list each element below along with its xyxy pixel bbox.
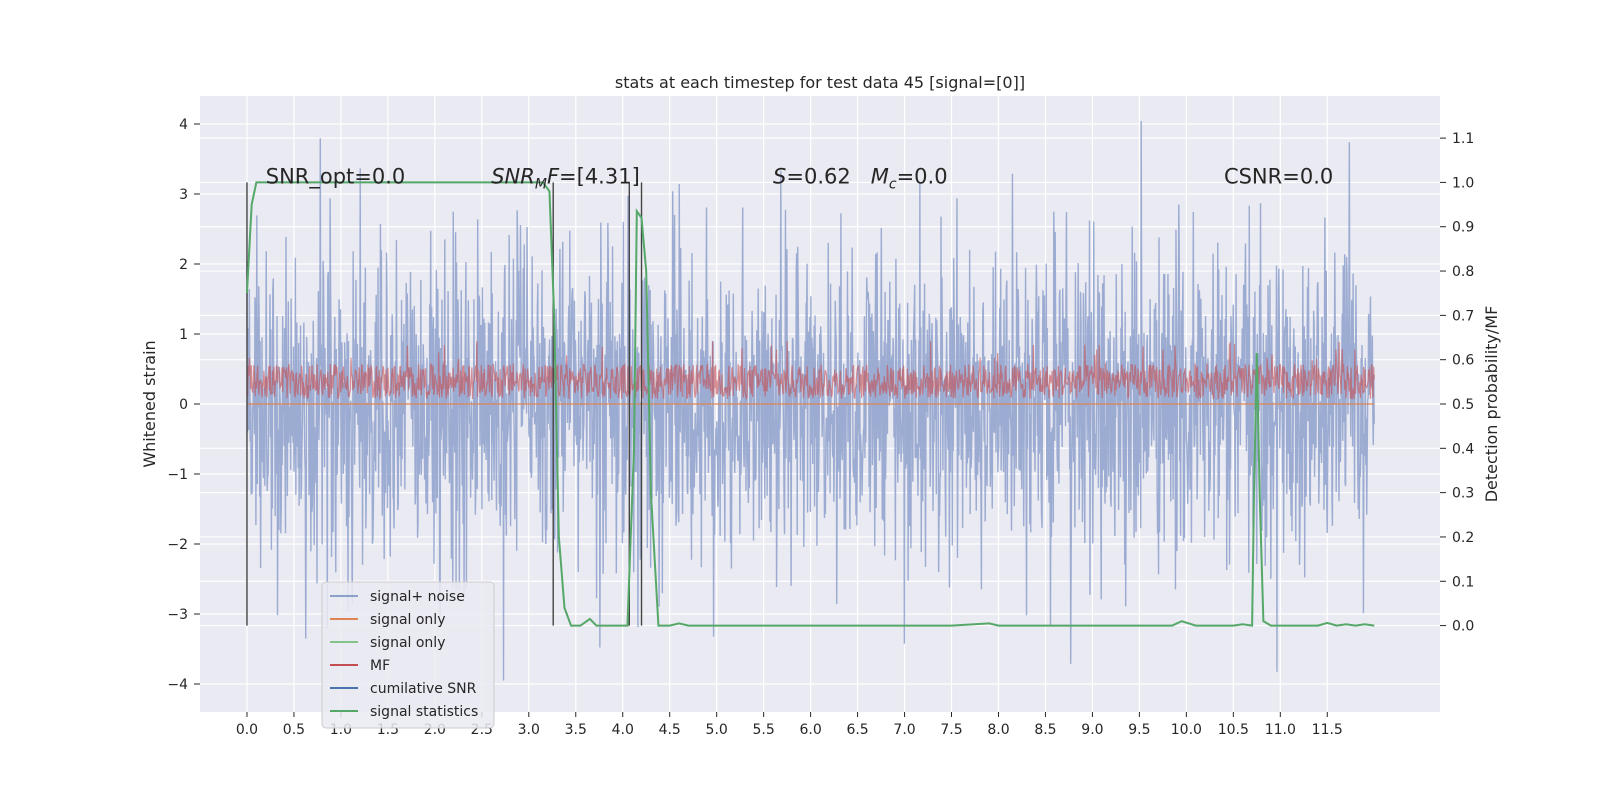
y2-tick-label: 0.6 (1452, 353, 1474, 369)
annotation-snr-opt: SNR_opt=0.0 (266, 165, 406, 190)
x-tick-label: 7.0 (893, 722, 915, 738)
y2-tick-label: 1.0 (1452, 175, 1474, 191)
y2-tick-label: 0.4 (1452, 441, 1474, 457)
y2-tick-label: 0.9 (1452, 220, 1474, 236)
x-tick-label: 0.5 (283, 722, 305, 738)
y2-tick-label: 0.5 (1452, 397, 1474, 413)
legend-label: cumilative SNR (370, 681, 477, 697)
y2-tick-label: 0.8 (1452, 264, 1474, 280)
x-tick-label: 5.0 (706, 722, 728, 738)
y-tick-label: 0 (179, 397, 188, 413)
legend-label: signal statistics (370, 704, 478, 720)
legend-box (321, 581, 495, 729)
chart-title: stats at each timestep for test data 45 … (615, 73, 1025, 92)
annotations: SNR_opt=0.0 SNRMF=[4.31] S=0.62 Mc=0.0 CSNR… (266, 165, 1333, 193)
legend-label: MF (370, 658, 390, 674)
x-tick-label: 4.0 (612, 722, 634, 738)
x-tick-label: 4.5 (659, 722, 681, 738)
legend-label: signal only (370, 612, 445, 628)
y2-tick-label: 0.1 (1452, 574, 1474, 590)
y2-tick-label: 0.3 (1452, 486, 1474, 502)
x-tick-label: 3.5 (565, 722, 587, 738)
annotation-s-mc: S=0.62 Mc=0.0 (773, 165, 948, 193)
y2-tick-label: 0.2 (1452, 530, 1474, 546)
y-tick-label: −2 (167, 537, 188, 553)
y2-tick-label: 0.7 (1452, 308, 1474, 324)
annotation-csnr: CSNR=0.0 (1224, 165, 1333, 189)
y-axis-ticks: 4 3 2 1 0 −1 −2 −3 −4 (167, 117, 200, 693)
x-tick-label: 9.5 (1128, 722, 1150, 738)
y-tick-label: −1 (167, 467, 188, 483)
x-tick-label: 11.5 (1312, 722, 1343, 738)
y-tick-label: 2 (179, 257, 188, 273)
mf-line (246, 340, 1375, 401)
y2-tick-label: 1.1 (1452, 131, 1474, 147)
y-tick-label: 1 (179, 327, 188, 343)
x-tick-label: 10.0 (1171, 722, 1202, 738)
x-tick-label: 6.0 (799, 722, 821, 738)
y-tick-label: 3 (179, 187, 188, 203)
x-tick-label: 0.0 (236, 722, 258, 738)
y-tick-label: −4 (167, 677, 188, 693)
x-tick-label: 8.5 (1034, 722, 1056, 738)
y2-tick-label: 0.0 (1452, 619, 1474, 635)
y2-axis-label: Detection probability/MF (1482, 306, 1501, 503)
x-tick-label: 10.5 (1218, 722, 1249, 738)
annotation-snr-mf: SNRMF=[4.31] (491, 165, 640, 193)
y2-axis-ticks: 1.1 1.0 0.9 0.8 0.7 0.6 0.5 0.4 0.3 0.2 0.1 0.0 (1440, 131, 1474, 635)
series-mf (246, 340, 1375, 401)
x-tick-label: 9.0 (1081, 722, 1103, 738)
legend-label: signal+ noise (370, 589, 465, 605)
y-tick-label: −3 (167, 607, 188, 623)
x-tick-label: 8.0 (987, 722, 1009, 738)
x-tick-label: 7.5 (940, 722, 962, 738)
x-tick-label: 3.0 (518, 722, 540, 738)
x-tick-label: 11.0 (1265, 722, 1296, 738)
series-signal-statistics (245, 181, 1375, 627)
legend: signal+ noise signal only signal only MF cum… (321, 581, 495, 729)
x-tick-label: 6.5 (846, 722, 868, 738)
y-tick-label: 4 (179, 117, 188, 133)
x-axis-ticks: 0.0 0.5 1.0 1.5 2.0 2.5 3.0 3.5 4.0 4.5 5.0 5.5 6.0 6… (236, 712, 1343, 738)
x-tick-label: 5.5 (753, 722, 775, 738)
legend-label: signal only (370, 635, 445, 651)
y-axis-label: Whitened strain (140, 340, 159, 467)
